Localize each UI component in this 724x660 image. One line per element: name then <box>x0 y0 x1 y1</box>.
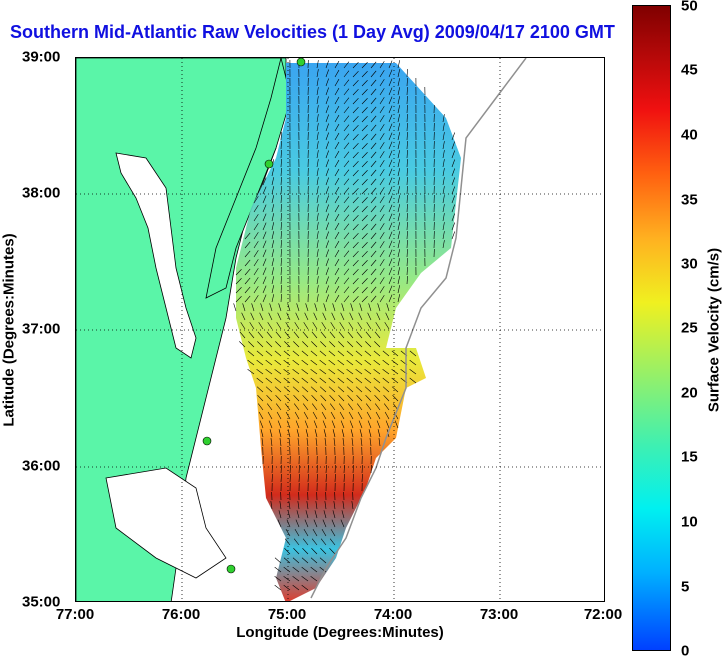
map-canvas <box>76 58 605 602</box>
y-tick-label: 35:00 <box>22 594 60 611</box>
x-tick-label: 77:00 <box>56 606 94 623</box>
colorbar-tick: 30 <box>681 256 698 273</box>
colorbar-tick: 0 <box>681 643 689 660</box>
velocity-arrow <box>234 303 236 311</box>
x-tick-label: 73:00 <box>480 606 518 623</box>
x-tick-label: 76:00 <box>162 606 200 623</box>
x-tick-label: 75:00 <box>268 606 306 623</box>
chart-title: Southern Mid-Atlantic Raw Velocities (1 … <box>10 22 615 43</box>
colorbar-label: Surface Velocity (cm/s) <box>706 248 723 412</box>
colorbar-tick: 35 <box>681 192 698 209</box>
colorbar-tick: 40 <box>681 127 698 144</box>
colorbar-tick: 25 <box>681 320 698 337</box>
y-tick-label: 39:00 <box>22 49 60 66</box>
y-tick-label: 36:00 <box>22 458 60 475</box>
y-tick-label: 38:00 <box>22 185 60 202</box>
colorbar <box>632 5 671 651</box>
y-tick-label: 37:00 <box>22 321 60 338</box>
colorbar-tick: 20 <box>681 385 698 402</box>
x-tick-label: 74:00 <box>374 606 412 623</box>
colorbar-tick: 50 <box>681 0 698 15</box>
colorbar-tick: 10 <box>681 514 698 531</box>
x-tick-label: 72:00 <box>584 606 622 623</box>
colorbar-tick: 15 <box>681 449 698 466</box>
y-axis-label: Latitude (Degrees:Minutes) <box>1 233 18 426</box>
map-plot-area[interactable] <box>75 57 605 602</box>
velocity-arrow <box>275 558 281 563</box>
colorbar-tick: 45 <box>681 62 698 79</box>
colorbar-tick: 5 <box>681 579 689 596</box>
x-axis-label: Longitude (Degrees:Minutes) <box>236 624 444 641</box>
